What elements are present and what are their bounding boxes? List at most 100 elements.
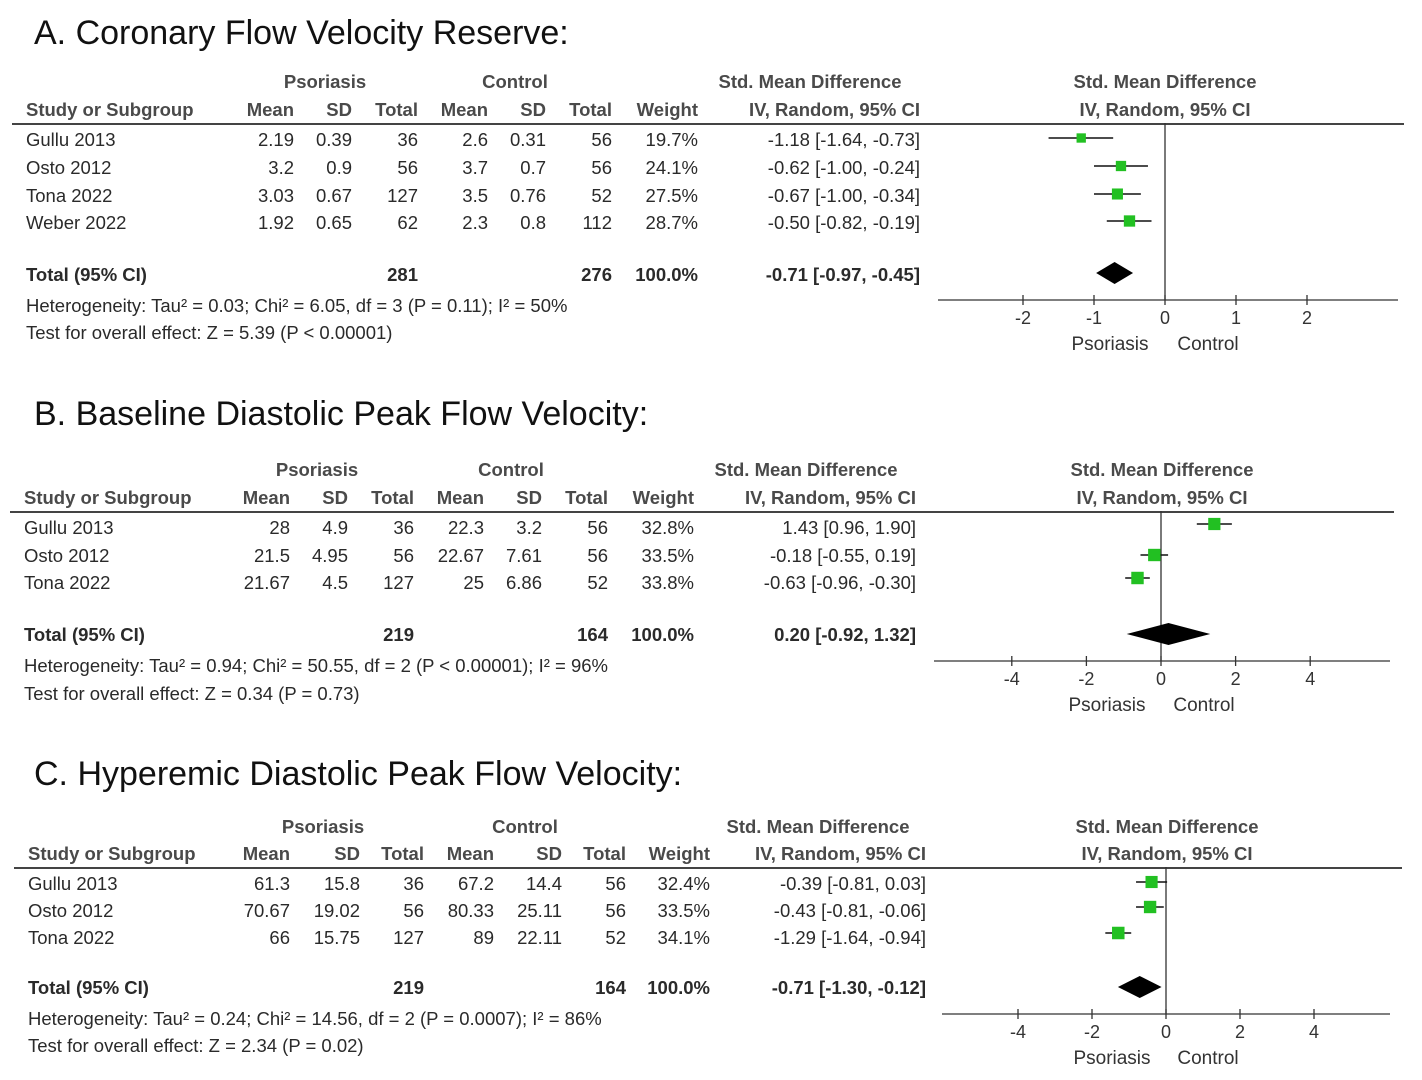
e-total: 36 [397, 129, 418, 150]
c-sd: 6.86 [505, 572, 542, 593]
study-name: Osto 2012 [26, 157, 112, 178]
col-weight: Weight [636, 99, 698, 120]
x-tick-label: 0 [1161, 1022, 1171, 1042]
e-total: 281 [387, 264, 418, 285]
e-sd: 4.9 [322, 517, 348, 538]
col-study: Study or Subgroup [28, 843, 196, 864]
favours-right-label: Control [1177, 334, 1238, 355]
weight: 32.8% [641, 517, 694, 538]
heterogeneity-text: Heterogeneity: Tau² = 0.03; Chi² = 6.05,… [26, 295, 568, 316]
study-name: Gullu 2013 [24, 517, 114, 538]
e-sd: 0.65 [315, 212, 352, 233]
e-mean: 70.67 [243, 900, 290, 921]
col-c-sd: SD [520, 99, 546, 120]
e-mean: 21.67 [243, 572, 290, 593]
c-total: 56 [605, 900, 626, 921]
col-e-total: Total [371, 487, 414, 508]
e-total: 56 [403, 900, 424, 921]
c-mean: 2.3 [462, 212, 488, 233]
weight: 27.5% [645, 185, 698, 206]
col-c-total: Total [565, 487, 608, 508]
group-label-psoriasis: Psoriasis [281, 816, 365, 837]
favours-left-label: Psoriasis [1073, 1048, 1150, 1069]
c-total: 276 [581, 264, 612, 285]
e-mean: 66 [269, 927, 290, 948]
c-total: 164 [595, 977, 626, 998]
c-mean: 3.7 [462, 157, 488, 178]
c-sd: 0.7 [520, 157, 546, 178]
forest-plot: -4 -2 0 2 4 Psoriasis Control [934, 511, 1390, 716]
ci-text: -0.62 [-1.00, -0.24] [767, 157, 920, 178]
ci-text: -0.18 [-0.55, 0.19] [769, 545, 916, 566]
x-tick-label: -2 [1084, 1022, 1100, 1042]
c-total: 56 [587, 545, 608, 566]
c-total: 52 [591, 185, 612, 206]
e-mean: 28 [269, 517, 290, 538]
group-label-psoriasis: Psoriasis [275, 459, 359, 480]
ci-text: -0.71 [-0.97, -0.45] [765, 264, 920, 285]
total-label: Total (95% CI) [28, 977, 149, 998]
group-label-control: Control [492, 816, 558, 837]
ci-text: -0.67 [-1.00, -0.34] [767, 185, 920, 206]
c-mean: 89 [473, 927, 494, 948]
ci-text: -0.43 [-0.81, -0.06] [773, 900, 926, 921]
ci-text: -0.39 [-0.81, 0.03] [779, 873, 926, 894]
panel-title: B. Baseline Diastolic Peak Flow Velocity… [34, 395, 649, 433]
c-mean: 67.2 [457, 873, 494, 894]
overall-effect-text: Test for overall effect: Z = 2.34 (P = 0… [28, 1035, 364, 1056]
e-total: 36 [393, 517, 414, 538]
e-total: 127 [383, 572, 414, 593]
effect-header-1: Std. Mean Difference [714, 459, 898, 480]
c-total: 112 [582, 212, 613, 233]
total-label: Total (95% CI) [26, 264, 147, 285]
col-e-sd: SD [322, 487, 348, 508]
e-total: 219 [393, 977, 424, 998]
col-c-total: Total [569, 99, 612, 120]
e-sd: 15.75 [313, 927, 360, 948]
total-label: Total (95% CI) [24, 624, 145, 645]
x-tick-label: 2 [1231, 669, 1241, 689]
col-weight: Weight [632, 487, 694, 508]
c-mean: 22.67 [437, 545, 484, 566]
plot-header-1: Std. Mean Difference [1070, 459, 1254, 480]
ci-text: -0.71 [-1.30, -0.12] [771, 977, 926, 998]
study-name: Osto 2012 [24, 545, 110, 566]
header-rule [10, 511, 1394, 513]
e-mean: 61.3 [253, 873, 290, 894]
group-label-control: Control [482, 71, 548, 92]
ci-text: -1.18 [-1.64, -0.73] [767, 129, 920, 150]
e-mean: 3.2 [268, 157, 294, 178]
col-study: Study or Subgroup [26, 99, 194, 120]
favours-left-label: Psoriasis [1068, 695, 1145, 716]
col-c-mean: Mean [436, 487, 484, 508]
weight: 32.4% [657, 873, 710, 894]
study-marker [1145, 875, 1158, 889]
study-name: Gullu 2013 [26, 129, 116, 150]
group-label-psoriasis: Psoriasis [283, 71, 367, 92]
e-mean: 21.5 [253, 545, 290, 566]
col-e-mean: Mean [246, 99, 294, 120]
x-tick-label: 4 [1309, 1022, 1319, 1042]
study-marker [1131, 571, 1144, 585]
ci-text: 1.43 [0.96, 1.90] [782, 517, 916, 538]
c-total: 56 [591, 129, 612, 150]
c-mean: 25 [463, 572, 484, 593]
plot-header-2: IV, Random, 95% CI [1079, 99, 1251, 120]
effect-header-1: Std. Mean Difference [726, 816, 910, 837]
overall-effect-text: Test for overall effect: Z = 0.34 (P = 0… [24, 683, 360, 704]
e-total: 56 [393, 545, 414, 566]
col-ci: IV, Random, 95% CI [754, 843, 926, 864]
x-tick-label: -1 [1086, 308, 1102, 328]
c-sd: 0.31 [509, 129, 546, 150]
heterogeneity-text: Heterogeneity: Tau² = 0.24; Chi² = 14.56… [28, 1008, 602, 1029]
x-tick-label: -4 [1010, 1022, 1026, 1042]
panel-title: A. Coronary Flow Velocity Reserve: [34, 14, 569, 52]
e-total: 62 [397, 212, 418, 233]
weight: 24.1% [645, 157, 698, 178]
plot-header-2: IV, Random, 95% CI [1081, 843, 1253, 864]
study-marker [1115, 160, 1127, 172]
study-marker [1111, 188, 1123, 200]
col-e-total: Total [381, 843, 424, 864]
col-e-sd: SD [334, 843, 360, 864]
col-c-total: Total [583, 843, 626, 864]
